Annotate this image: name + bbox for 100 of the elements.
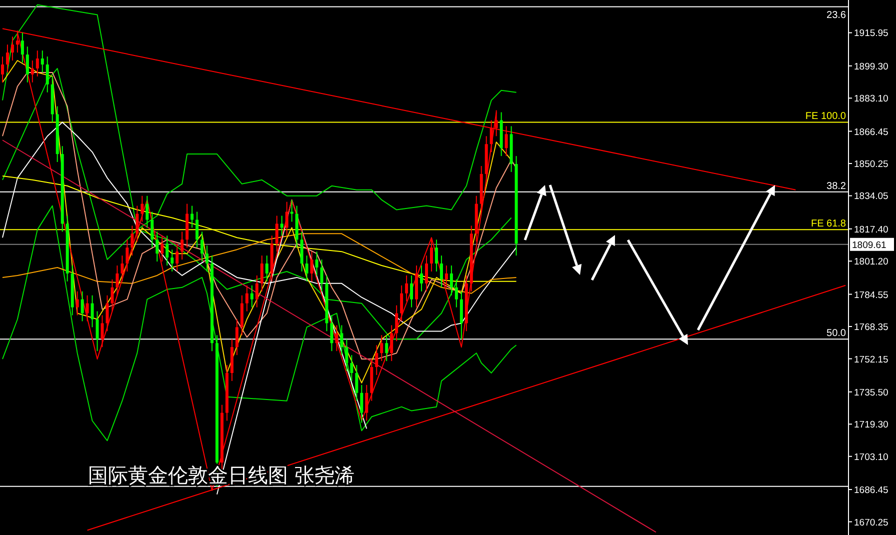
y-tick-label: 1752.15: [854, 354, 888, 366]
candlestick: [330, 314, 334, 352]
y-tick-label: 1784.55: [854, 290, 888, 301]
candlestick: [320, 259, 324, 292]
candlestick: [275, 215, 278, 252]
y-tick-label: 1834.05: [854, 191, 888, 202]
candlestick: [454, 278, 458, 308]
candlestick: [385, 334, 388, 362]
candlestick: [300, 231, 304, 272]
y-tick-label: 1768.35: [854, 322, 888, 334]
line-series: [2, 233, 517, 294]
candlestick: [420, 265, 424, 292]
candlestick: [150, 211, 154, 248]
candlestick: [400, 284, 404, 322]
y-tick-label: 1866.45: [854, 126, 888, 138]
candlestick: [350, 354, 354, 382]
candlestick: [335, 324, 338, 352]
candlestick: [106, 294, 109, 332]
candlestick: [206, 245, 209, 272]
ref-line-label: 1809.61: [852, 240, 886, 251]
y-tick-label: 1915.95: [854, 28, 888, 40]
candlestick: [110, 278, 114, 312]
candlestick: [310, 251, 314, 282]
candlestick: [490, 120, 493, 153]
candlestick: [176, 243, 179, 272]
candlestick: [126, 239, 129, 272]
candlestick: [96, 310, 99, 352]
candlestick: [434, 239, 438, 272]
candlestick: [315, 251, 318, 276]
candlestick: [160, 235, 164, 262]
annotation: 38.2: [826, 180, 846, 192]
candlestick: [46, 56, 49, 93]
y-tick-label: 1735.50: [854, 387, 888, 398]
candlestick: [116, 265, 119, 296]
candlestick: [380, 334, 384, 362]
annotation: 23.6: [826, 10, 846, 21]
candlestick: [90, 294, 94, 328]
candlestick: [504, 126, 508, 157]
annotation: 50.0: [826, 328, 846, 340]
candlestick: [156, 231, 159, 262]
candlestick: [444, 265, 448, 288]
candlestick: [200, 231, 204, 262]
y-tick-label: 1883.10: [854, 94, 888, 105]
candlestick: [255, 274, 258, 308]
y-tick-label: 1817.40: [854, 224, 888, 236]
candlestick: [40, 50, 44, 73]
candlestick: [196, 211, 199, 248]
candlestick: [140, 195, 144, 222]
candlestick: [360, 384, 364, 424]
candlestick: [405, 274, 408, 302]
y-tick-label: 1703.10: [854, 452, 888, 463]
line-series: [2, 205, 517, 442]
candlestick: [180, 231, 184, 260]
candlestick: [136, 205, 139, 242]
candlestick: [365, 384, 368, 422]
candlestick: [280, 215, 284, 236]
candlestick: [375, 344, 378, 376]
candlestick: [235, 318, 238, 356]
candlestick: [250, 284, 254, 308]
candlestick: [424, 255, 428, 292]
candlestick: [80, 290, 84, 322]
candlestick: [30, 60, 34, 83]
candlestick: [440, 255, 443, 288]
candlestick: [166, 235, 169, 266]
candlestick: [20, 32, 24, 63]
y-tick-label: 1686.45: [854, 485, 888, 496]
y-tick-label: 1801.20: [854, 256, 888, 268]
candlestick: [146, 195, 149, 228]
candlestick: [190, 205, 194, 228]
candlestick: [240, 294, 244, 336]
candlestick: [0, 56, 4, 83]
candlestick: [170, 249, 174, 272]
y-tick-label: 1850.25: [854, 159, 888, 170]
candlestick: [345, 338, 348, 372]
y-tick-label: 1719.30: [854, 420, 888, 431]
candlestick: [76, 290, 79, 316]
candlestick: [460, 290, 463, 340]
ref-line-label: FE 61.8: [810, 218, 846, 230]
candlestick: [395, 304, 398, 342]
candlestick: [120, 255, 124, 282]
candlestick: [285, 201, 288, 236]
candlestick: [130, 225, 134, 256]
candlestick: [355, 364, 358, 402]
candlestick: [290, 199, 294, 222]
candlestick: [410, 274, 414, 308]
candlestick: [36, 50, 39, 77]
candlestick: [265, 255, 268, 282]
candlestick: [245, 284, 248, 312]
candlestick: [340, 324, 344, 356]
candlestick: [305, 255, 308, 282]
y-tick-label: 1670.25: [854, 517, 888, 528]
candlestick: [430, 239, 433, 272]
candlestick: [26, 46, 29, 83]
candlestick: [390, 324, 394, 362]
y-tick-label: 1899.30: [854, 61, 888, 72]
candlestick: [260, 255, 264, 292]
candlestick: [100, 314, 104, 348]
candlestick: [86, 294, 89, 322]
candlestick: [450, 265, 453, 296]
ref-line-label: FE 100.0: [805, 111, 846, 122]
